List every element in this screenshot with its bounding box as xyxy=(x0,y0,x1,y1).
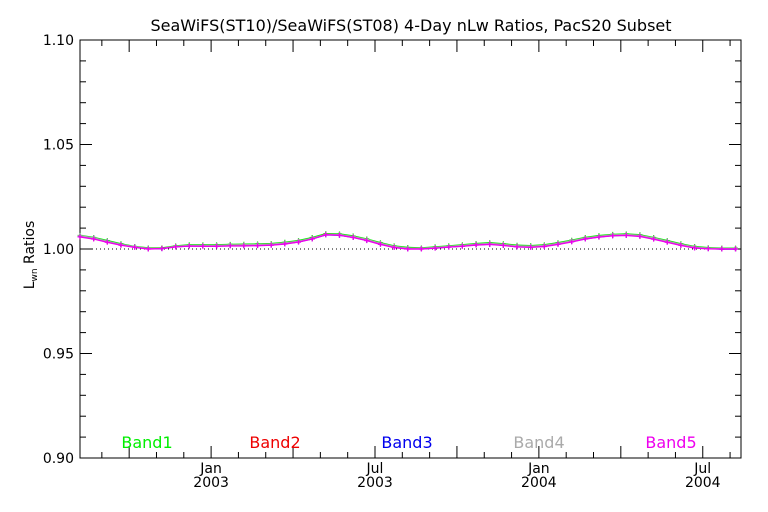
chart-title: SeaWiFS(ST10)/SeaWiFS(ST08) 4-Day nLw Ra… xyxy=(150,16,671,35)
data-point xyxy=(132,244,138,250)
y-tick-label: 1.00 xyxy=(43,242,74,258)
data-point xyxy=(391,245,397,251)
y-axis-label-main: L xyxy=(22,281,38,289)
x-tick-label-month: Jan xyxy=(199,461,222,477)
svg-text:Lwn Ratios: Lwn Ratios xyxy=(22,221,40,290)
data-point xyxy=(405,246,411,252)
data-point xyxy=(145,246,151,252)
data-point xyxy=(733,246,739,252)
y-axis-label: Lwn Ratios xyxy=(22,221,40,290)
data-point xyxy=(664,239,670,245)
data-point xyxy=(282,241,288,247)
legend-band1: Band1 xyxy=(121,433,172,452)
y-tick-label: 1.05 xyxy=(43,138,74,154)
legend-band3: Band3 xyxy=(381,433,432,452)
data-point xyxy=(623,232,629,238)
x-tick-label-month: Jan xyxy=(527,461,550,477)
data-point xyxy=(596,234,602,240)
x-tick-label-year: 2003 xyxy=(357,475,393,491)
x-tick-label-year: 2003 xyxy=(193,475,229,491)
legend-band5: Band5 xyxy=(645,433,696,452)
data-point xyxy=(651,236,657,242)
data-point xyxy=(296,239,302,245)
series-band5 xyxy=(77,232,739,252)
x-tick-label-month: Jul xyxy=(693,461,711,477)
data-point xyxy=(377,241,383,247)
data-point xyxy=(173,244,179,250)
x-tick-label-year: 2004 xyxy=(521,475,557,491)
data-point xyxy=(268,242,274,248)
data-point xyxy=(91,236,97,242)
data-point xyxy=(214,243,220,249)
data-point xyxy=(610,233,616,239)
data-point xyxy=(555,241,561,247)
data-point xyxy=(200,243,206,249)
data-point xyxy=(459,243,465,249)
y-axis-label-subscript: wn xyxy=(30,268,40,281)
data-point xyxy=(77,234,83,240)
data-point xyxy=(323,232,329,238)
data-point xyxy=(528,244,534,250)
x-tick-label-year: 2004 xyxy=(685,475,721,491)
data-point xyxy=(309,236,315,242)
legend-band2: Band2 xyxy=(249,433,300,452)
data-point xyxy=(692,245,698,251)
data-point xyxy=(719,246,725,252)
legend-band4: Band4 xyxy=(513,433,564,452)
data-point xyxy=(514,244,520,250)
data-point xyxy=(432,245,438,251)
data-point xyxy=(118,242,124,248)
data-point xyxy=(104,239,110,245)
data-point xyxy=(500,242,506,248)
data-point xyxy=(186,243,192,249)
y-axis-label-rest: Ratios xyxy=(22,221,38,269)
data-point xyxy=(705,246,711,252)
data-point xyxy=(569,239,575,245)
data-point xyxy=(582,236,588,242)
y-tick-label: 0.95 xyxy=(43,347,74,363)
y-tick-label: 1.10 xyxy=(43,33,74,49)
x-tick-label-month: Jul xyxy=(366,461,384,477)
data-point xyxy=(418,246,424,252)
data-point xyxy=(446,244,452,250)
data-point xyxy=(678,242,684,248)
data-point xyxy=(227,243,233,249)
data-point xyxy=(241,243,247,249)
data-point xyxy=(637,233,643,239)
data-point xyxy=(159,246,165,252)
data-point xyxy=(541,243,547,249)
data-point xyxy=(473,242,479,248)
data-point xyxy=(336,232,342,238)
data-point xyxy=(487,241,493,247)
y-tick-label: 0.90 xyxy=(43,451,74,467)
data-point xyxy=(255,243,261,249)
data-point xyxy=(350,235,356,241)
data-point xyxy=(364,238,370,244)
